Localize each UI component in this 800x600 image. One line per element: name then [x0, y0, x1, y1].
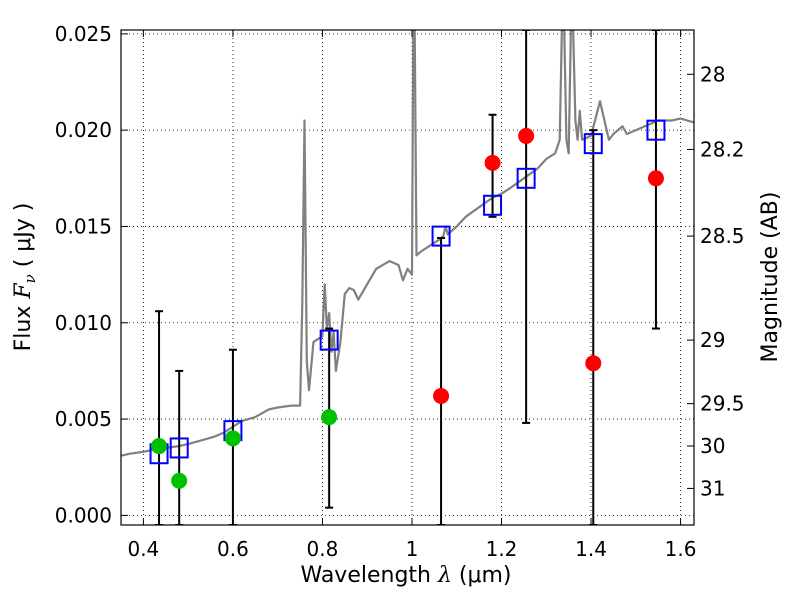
model-photometry-square	[583, 133, 603, 155]
upper-limit-point	[585, 355, 602, 372]
detection-point	[151, 438, 168, 455]
upper-limit-point	[484, 154, 501, 171]
x-tick-label: 1.6	[665, 537, 697, 561]
y-tick-label: 0.005	[55, 407, 112, 431]
model-spectrum-line	[121, 30, 694, 457]
upper-limit-point	[647, 170, 664, 187]
model-photometry-square	[646, 119, 666, 141]
y2-axis-label: Magnitude (AB)	[758, 192, 783, 363]
y-axis-label: Flux Fν ( μJy )	[11, 203, 39, 352]
plot-area	[121, 30, 694, 525]
mag-tick-label: 28.2	[700, 137, 745, 161]
x-axis-label: Wavelength λ (μm)	[300, 563, 511, 588]
axis-ticks: 0.4 0.6 0.8 1 1.2 1.4 1.6 0.000 0.005 0.010 0.015 0…	[55, 22, 745, 561]
mag-tick-label: 28	[700, 62, 725, 86]
model-photometry-square	[319, 329, 339, 351]
x-tick-label: 1	[406, 537, 419, 561]
upper-limit-point	[433, 387, 450, 404]
y-tick-label: 0.015	[55, 214, 112, 238]
x-tick-label: 1.2	[486, 537, 518, 561]
mag-tick-label: 29	[700, 328, 725, 352]
x-tick-label: 1.4	[575, 537, 607, 561]
x-tick-label: 0.6	[217, 537, 249, 561]
y-tick-label: 0.020	[55, 118, 112, 142]
y-tick-label: 0.025	[55, 22, 112, 46]
model-photometry-square	[169, 437, 189, 459]
model-photometry-square	[431, 225, 451, 247]
plot-frame	[120, 29, 695, 526]
model-photometry-square	[516, 167, 536, 189]
model-photometry-square	[483, 194, 503, 216]
grid	[121, 30, 694, 525]
x-tick-label: 0.4	[127, 537, 159, 561]
mag-tick-label: 30	[700, 434, 725, 458]
y-tick-label: 0.000	[55, 503, 112, 527]
detection-point	[321, 409, 338, 426]
mag-tick-label: 28.5	[700, 224, 745, 248]
detection-point	[171, 472, 188, 489]
detection-point	[224, 430, 241, 447]
upper-limit-point	[518, 127, 535, 144]
y-tick-label: 0.010	[55, 311, 112, 335]
mag-tick-label: 29.5	[700, 392, 745, 416]
mag-tick-label: 31	[700, 476, 725, 500]
x-tick-label: 0.8	[307, 537, 339, 561]
